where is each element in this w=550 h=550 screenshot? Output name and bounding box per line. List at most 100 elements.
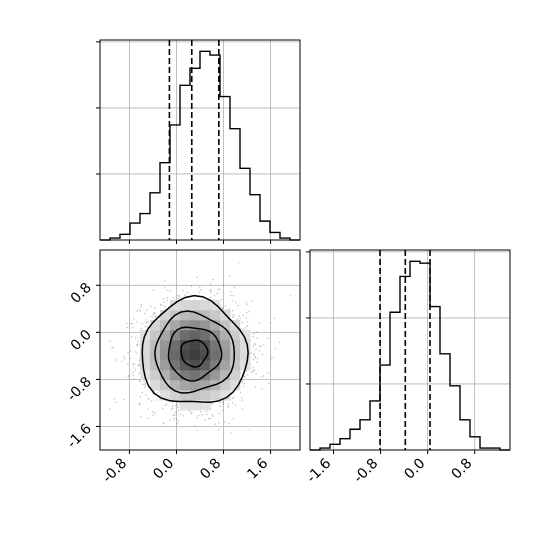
- density-cell: [180, 340, 191, 351]
- density-cell: [220, 370, 231, 381]
- density-cell: [200, 400, 211, 411]
- density-cell: [150, 340, 161, 351]
- x-tick-label: 1.6: [244, 455, 271, 482]
- density-cell: [200, 300, 211, 311]
- density-cell: [220, 360, 231, 371]
- density-cell: [180, 350, 191, 361]
- histogram-step: [310, 260, 510, 451]
- density-cell: [160, 340, 171, 351]
- x-tick-label: -0.8: [100, 456, 131, 487]
- density-cell: [150, 360, 161, 371]
- density-cell: [180, 300, 191, 311]
- density-cell: [140, 350, 151, 361]
- y-tick-label: -1.6: [64, 421, 95, 452]
- density-cell: [210, 360, 221, 371]
- density-cell: [180, 400, 191, 411]
- density-cell: [210, 300, 221, 311]
- density-cell: [200, 380, 211, 391]
- x-tick-label: 0.0: [401, 456, 428, 483]
- density-cell: [170, 370, 181, 381]
- density-cell: [190, 340, 201, 351]
- density-cell: [180, 360, 191, 371]
- axes-frame: [99, 249, 301, 451]
- scatter-points: [109, 262, 292, 434]
- density-cell: [190, 300, 201, 311]
- density-cell: [180, 380, 191, 391]
- density-cell: [220, 340, 231, 351]
- density-cell: [210, 340, 221, 351]
- density-cell: [170, 300, 181, 311]
- contour-level-3: [141, 294, 249, 403]
- joint-panel: -0.8 0.0 0.8 1.60.80.0-0.8-1.6: [64, 249, 301, 487]
- density-cell: [180, 320, 191, 331]
- density-cell: [200, 310, 211, 321]
- density-cell: [230, 330, 241, 341]
- density-cell: [200, 390, 211, 401]
- density-cell: [190, 330, 201, 341]
- density-cell: [210, 370, 221, 381]
- contour-level-2: [154, 310, 236, 394]
- density-cell: [160, 350, 171, 361]
- density-cell: [170, 350, 181, 361]
- density-cell: [160, 370, 171, 381]
- density-cell: [160, 330, 171, 341]
- density-cell: [180, 330, 191, 341]
- x-tick-label: 0.8: [197, 456, 224, 483]
- density-cell: [160, 310, 171, 321]
- density-cell: [160, 320, 171, 331]
- density-cell: [170, 360, 181, 371]
- density-cell: [210, 350, 221, 361]
- density-cell: [140, 360, 151, 371]
- density-cell: [230, 340, 241, 351]
- x-tick-label: 0.0: [150, 456, 177, 483]
- density-cell: [150, 370, 161, 381]
- density-cell: [240, 340, 251, 351]
- density-cell: [220, 380, 231, 391]
- density-cell: [170, 380, 181, 391]
- density-cell: [200, 330, 211, 341]
- density-cell: [160, 380, 171, 391]
- density-cell: [220, 350, 231, 361]
- density-cell: [230, 350, 241, 361]
- density-cell: [190, 400, 201, 411]
- density-cell: [220, 330, 231, 341]
- density-cell: [180, 390, 191, 401]
- density-cell: [230, 370, 241, 381]
- density-cell: [190, 380, 201, 391]
- y-tick-label: 0.0: [68, 327, 95, 354]
- density-cell: [220, 320, 231, 331]
- density-cell: [170, 320, 181, 331]
- density-cell: [210, 390, 221, 401]
- density-cell: [230, 380, 241, 391]
- density-cell: [240, 350, 251, 361]
- density-cell: [240, 330, 251, 341]
- contour-level-1: [167, 326, 223, 382]
- density-cell: [170, 330, 181, 341]
- density-cell: [160, 390, 171, 401]
- axes-frame: [309, 249, 511, 451]
- density-cell: [150, 320, 161, 331]
- density-cell: [200, 350, 211, 361]
- density-cell: [200, 360, 211, 371]
- hist_x-panel: [96, 39, 301, 244]
- density-cell: [190, 360, 201, 371]
- hist_y-panel: -1.6 -0.8 0.0 0.8: [304, 249, 511, 487]
- axes-frame: [99, 39, 301, 241]
- density-cell: [150, 380, 161, 391]
- histogram-step: [100, 50, 300, 241]
- density-cell: [200, 320, 211, 331]
- density-cell: [190, 390, 201, 401]
- density-cell: [210, 320, 221, 331]
- density-cell: [140, 340, 151, 351]
- y-tick-label: -0.8: [64, 374, 95, 405]
- joint-content: [109, 262, 292, 434]
- x-tick-label: -0.8: [351, 456, 382, 487]
- density-cell: [190, 370, 201, 381]
- density-cell: [220, 390, 231, 401]
- density-cell: [150, 330, 161, 341]
- density-cell: [170, 390, 181, 401]
- density-cell: [160, 360, 171, 371]
- density-cell: [240, 360, 251, 371]
- contour-level-0: [180, 339, 209, 368]
